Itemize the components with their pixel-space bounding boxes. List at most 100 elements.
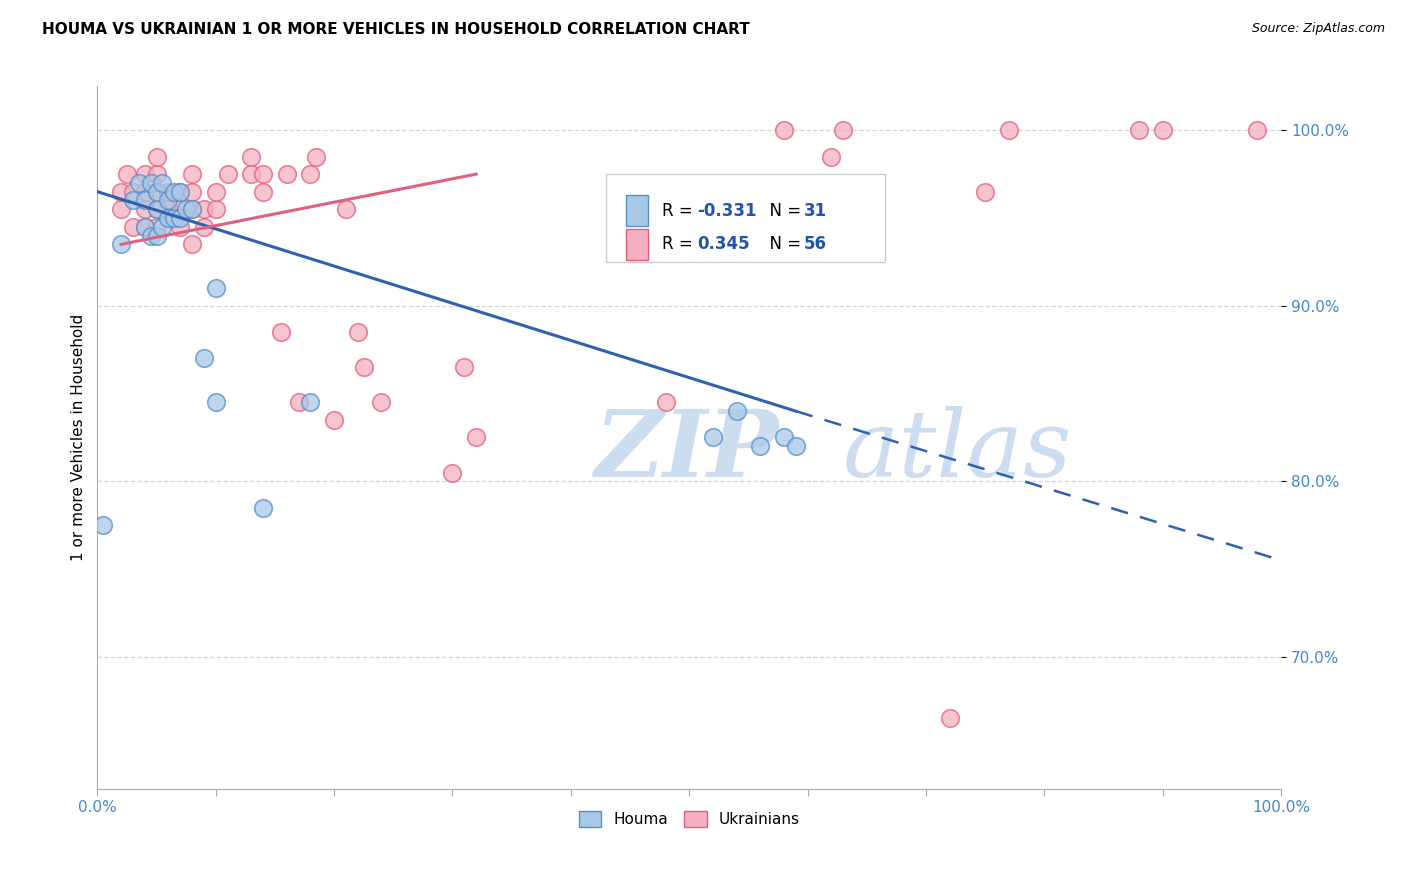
Point — [145, 185, 167, 199]
Point — [157, 185, 180, 199]
Point — [193, 202, 215, 217]
Point — [134, 219, 156, 234]
Point — [441, 466, 464, 480]
Point — [181, 202, 204, 217]
Point — [193, 219, 215, 234]
Point — [323, 413, 346, 427]
Point — [134, 167, 156, 181]
Point — [169, 211, 191, 225]
Text: HOUMA VS UKRAINIAN 1 OR MORE VEHICLES IN HOUSEHOLD CORRELATION CHART: HOUMA VS UKRAINIAN 1 OR MORE VEHICLES IN… — [42, 22, 749, 37]
Point — [157, 202, 180, 217]
Point — [346, 325, 368, 339]
Point — [134, 194, 156, 208]
Text: atlas: atlas — [844, 407, 1073, 497]
Point — [169, 185, 191, 199]
Point — [121, 194, 143, 208]
FancyBboxPatch shape — [627, 228, 648, 260]
Point — [820, 150, 842, 164]
Point — [974, 185, 997, 199]
Point — [240, 167, 263, 181]
Point — [1246, 123, 1268, 137]
Point — [678, 185, 700, 199]
Point — [139, 176, 162, 190]
Point — [1128, 123, 1150, 137]
Point — [204, 281, 226, 295]
Text: 0.345: 0.345 — [697, 235, 751, 253]
Point — [145, 167, 167, 181]
Point — [353, 360, 375, 375]
Point — [287, 395, 309, 409]
Point — [169, 202, 191, 217]
Point — [370, 395, 392, 409]
Point — [702, 430, 724, 444]
Point — [145, 228, 167, 243]
Point — [169, 185, 191, 199]
Point — [110, 185, 132, 199]
Point — [305, 150, 328, 164]
Text: 56: 56 — [804, 235, 827, 253]
Point — [157, 211, 180, 225]
Point — [832, 123, 855, 137]
Point — [998, 123, 1021, 137]
Point — [110, 202, 132, 217]
Point — [145, 202, 167, 217]
Point — [938, 711, 960, 725]
Point — [152, 176, 174, 190]
Point — [299, 395, 322, 409]
Point — [240, 150, 263, 164]
Point — [121, 185, 143, 199]
Point — [270, 325, 292, 339]
Point — [128, 176, 150, 190]
Point — [181, 185, 204, 199]
Y-axis label: 1 or more Vehicles in Household: 1 or more Vehicles in Household — [72, 314, 86, 561]
Point — [335, 202, 357, 217]
Text: R =: R = — [662, 202, 697, 219]
Point — [252, 500, 274, 515]
FancyBboxPatch shape — [606, 174, 884, 262]
Point — [725, 404, 748, 418]
Point — [252, 167, 274, 181]
Text: ZIP: ZIP — [595, 407, 779, 497]
Point — [115, 167, 138, 181]
Point — [145, 202, 167, 217]
Text: 31: 31 — [804, 202, 827, 219]
Point — [121, 219, 143, 234]
Text: N =: N = — [759, 235, 807, 253]
Point — [749, 439, 772, 453]
Point — [276, 167, 298, 181]
Point — [453, 360, 475, 375]
Point — [181, 167, 204, 181]
Point — [152, 219, 174, 234]
Point — [204, 395, 226, 409]
Legend: Houma, Ukrainians: Houma, Ukrainians — [572, 805, 806, 833]
Point — [145, 185, 167, 199]
Point — [163, 185, 186, 199]
Point — [773, 430, 796, 444]
Point — [174, 202, 197, 217]
Point — [110, 237, 132, 252]
Point — [134, 185, 156, 199]
Point — [193, 351, 215, 366]
Point — [217, 167, 239, 181]
Point — [773, 123, 796, 137]
Point — [163, 211, 186, 225]
Point — [134, 202, 156, 217]
Point — [465, 430, 488, 444]
FancyBboxPatch shape — [627, 194, 648, 227]
Point — [654, 395, 676, 409]
Point — [181, 237, 204, 252]
Point — [1152, 123, 1174, 137]
Point — [145, 219, 167, 234]
Point — [785, 439, 807, 453]
Point — [204, 202, 226, 217]
Point — [91, 518, 114, 533]
Point — [157, 194, 180, 208]
Point — [169, 219, 191, 234]
Point — [134, 219, 156, 234]
Point — [139, 228, 162, 243]
Point — [252, 185, 274, 199]
Point — [299, 167, 322, 181]
Text: R =: R = — [662, 235, 697, 253]
Point — [181, 202, 204, 217]
Text: -0.331: -0.331 — [697, 202, 756, 219]
